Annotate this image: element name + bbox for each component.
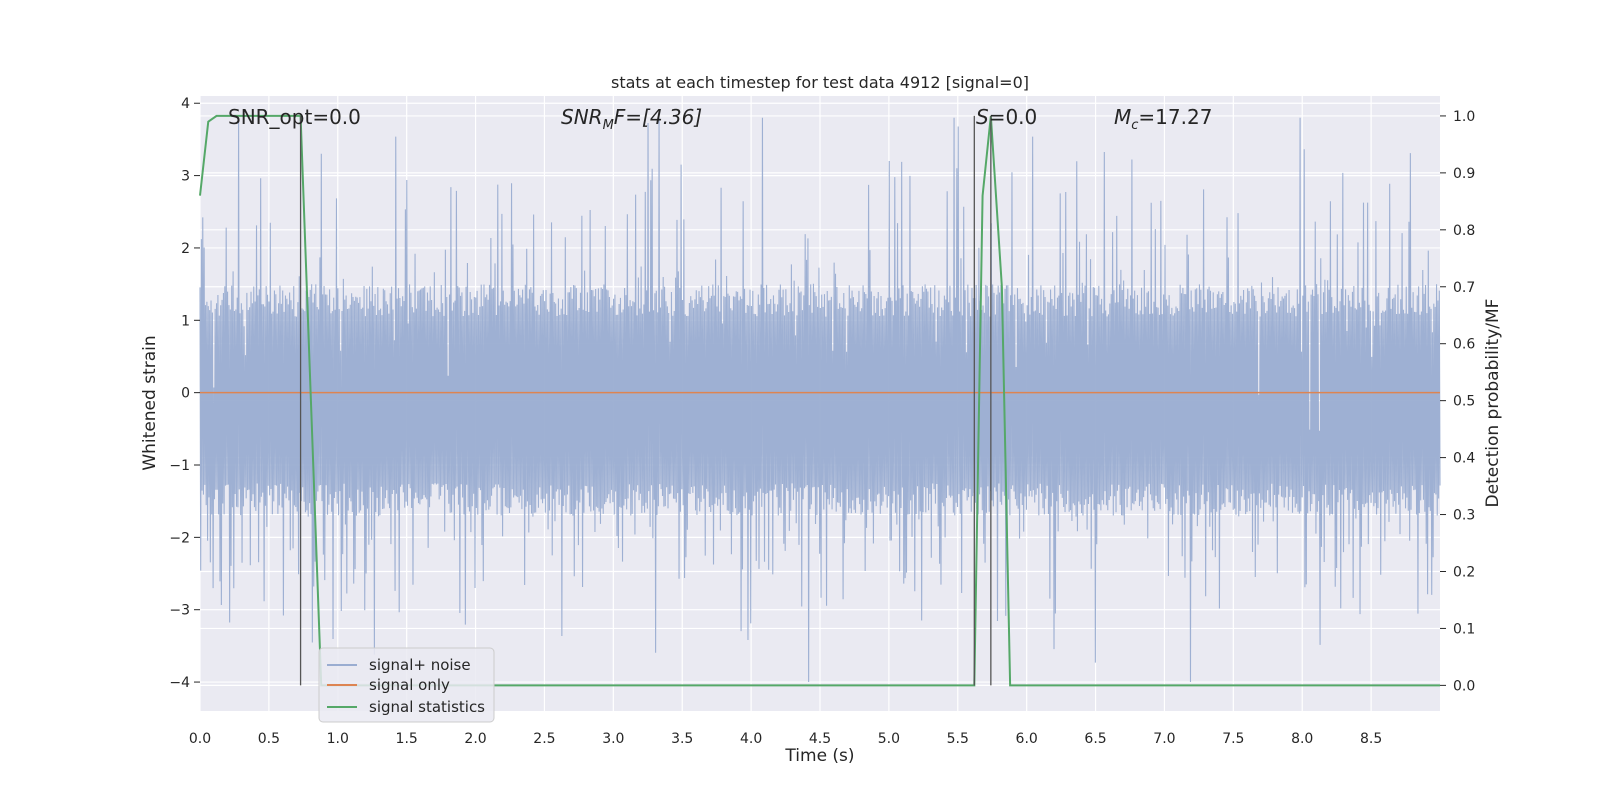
y-tick-label: −3: [169, 603, 190, 619]
signal-statistics-series: [199, 114, 1440, 687]
signal-noise-series: [199, 117, 1441, 683]
x-tick-label: 6.5: [1084, 731, 1106, 747]
legend-label-statistics: signal statistics: [369, 698, 485, 716]
x-tick-label: 7.5: [1222, 731, 1244, 747]
s-annotation: S=0.0: [976, 105, 1037, 129]
right-tick-label: 0.9: [1453, 166, 1475, 182]
right-axis-ticks: 1.0 0.9 0.8 0.7 0.6 0.5 0.4 0.3 0.2 0.1 0.0: [1440, 109, 1475, 694]
y-tick-label: 3: [181, 169, 190, 185]
right-axis-label: Detection probability/MF: [1483, 299, 1503, 508]
right-tick-label: 0.1: [1453, 621, 1475, 637]
chart-title: stats at each timestep for test data 491…: [611, 73, 1029, 92]
x-axis-label: Time (s): [784, 746, 854, 766]
legend-box: [318, 647, 495, 723]
right-tick-label: 0.0: [1453, 678, 1475, 694]
x-tick-label: 3.5: [671, 731, 693, 747]
x-tick-label: 5.0: [878, 731, 900, 747]
right-tick-label: 0.3: [1453, 508, 1475, 524]
x-tick-label: 0.5: [258, 731, 280, 747]
x-tick-label: 0.0: [189, 731, 211, 747]
legend-label-signal-only: signal only: [369, 676, 450, 694]
x-tick-label: 8.0: [1291, 731, 1313, 747]
x-tick-label: 8.5: [1360, 731, 1382, 747]
y-tick-label: 0: [181, 386, 190, 402]
right-tick-label: 0.4: [1453, 451, 1475, 467]
right-tick-label: 0.8: [1453, 223, 1475, 239]
y-tick-label: 1: [181, 313, 190, 329]
y-tick-label: −4: [169, 675, 190, 691]
noise-line: [199, 117, 1441, 683]
x-tick-label: 4.0: [740, 731, 762, 747]
x-tick-label: 1.5: [396, 731, 418, 747]
right-tick-label: 1.0: [1453, 109, 1475, 125]
y-tick-label: 2: [181, 241, 190, 257]
y-tick-label: 4: [181, 96, 190, 112]
snr-mf-annotation: SNRMF=[4.36]: [561, 105, 702, 133]
y-axis-label: Whitened strain: [140, 335, 160, 470]
legend-label-noise: signal+ noise: [369, 656, 471, 674]
y-axis-ticks: 4 3 2 1 0 −1 −2 −3 −4: [169, 96, 200, 691]
legend: signal+ noise signal only signal statist…: [318, 647, 495, 723]
x-tick-label: 2.5: [533, 731, 555, 747]
x-tick-label: 4.5: [809, 731, 831, 747]
detection-markers: [299, 115, 992, 686]
x-tick-label: 7.0: [1153, 731, 1175, 747]
y-tick-label: −2: [169, 530, 190, 546]
right-tick-label: 0.2: [1453, 564, 1475, 580]
x-axis-ticks: 0.0 0.5 1.0 1.5 2.0 2.5 3.0 3.5 4.0 4.5 5.0 5.5 6.0 6…: [189, 731, 1382, 747]
right-tick-label: 0.6: [1453, 337, 1475, 353]
x-tick-label: 3.0: [602, 731, 624, 747]
x-tick-label: 1.0: [327, 731, 349, 747]
x-tick-label: 6.0: [1016, 731, 1038, 747]
snr-opt-annotation: SNR_opt=0.0: [228, 105, 361, 129]
mc-annotation: Mc=17.27: [1114, 105, 1212, 133]
right-tick-label: 0.5: [1453, 394, 1475, 410]
x-tick-label: 2.0: [464, 731, 486, 747]
statistics-line: [199, 114, 1440, 687]
annotations: SNR_opt=0.0 SNRMF=[4.36] S=0.0 Mc=17.27: [228, 105, 1212, 133]
right-tick-label: 0.7: [1453, 280, 1475, 296]
x-tick-label: 5.5: [947, 731, 969, 747]
y-tick-label: −1: [169, 458, 190, 474]
